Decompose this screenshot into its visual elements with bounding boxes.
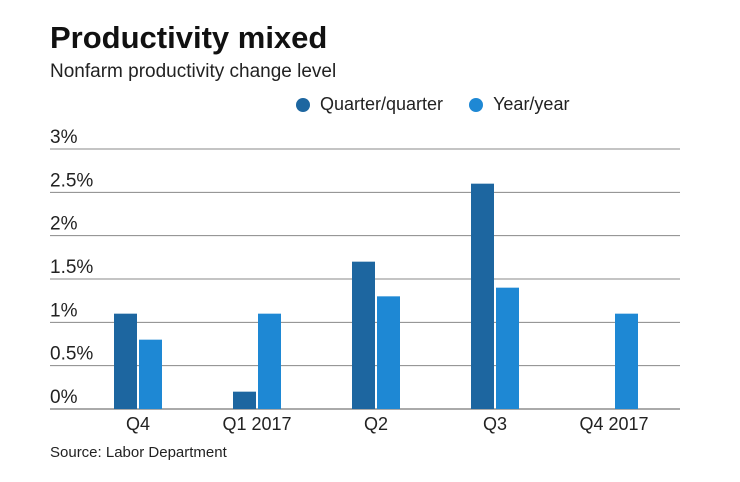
bar-year (615, 313, 638, 409)
legend-label-quarter: Quarter/quarter (320, 94, 444, 114)
x-tick-label: Q4 2017 (579, 414, 648, 434)
y-tick-label: 0% (50, 387, 78, 408)
legend: Quarter/quarter Year/year (296, 94, 595, 115)
bar-quarter (233, 391, 256, 409)
bar-quarter (471, 183, 494, 409)
chart-subtitle: Nonfarm productivity change level (50, 61, 337, 82)
legend-swatch-year (469, 97, 484, 112)
chart-title: Productivity mixed (50, 20, 328, 55)
legend-item-quarter: Quarter/quarter (296, 94, 443, 115)
y-tick-label: 0.5% (50, 344, 93, 365)
legend-item-year: Year/year (469, 94, 569, 115)
bar-quarter (352, 261, 375, 409)
bar-year (377, 296, 400, 409)
bar-quarter (114, 313, 137, 409)
legend-label-year: Year/year (493, 94, 570, 114)
bar-year (258, 313, 281, 409)
x-tick-label: Q3 (483, 414, 507, 434)
y-tick-label: 3% (50, 127, 78, 148)
x-tick-label: Q2 (364, 414, 388, 434)
y-tick-label: 1.5% (50, 257, 93, 278)
y-tick-label: 1% (50, 300, 78, 321)
source-note: Source: Labor Department (50, 444, 227, 461)
x-tick-label: Q4 (126, 414, 150, 434)
bar-year (496, 287, 519, 409)
y-tick-label: 2.5% (50, 170, 93, 191)
legend-swatch-quarter (296, 97, 310, 112)
y-tick-label: 2% (50, 214, 78, 235)
x-tick-label: Q1 2017 (222, 414, 291, 434)
bar-year (139, 339, 162, 409)
